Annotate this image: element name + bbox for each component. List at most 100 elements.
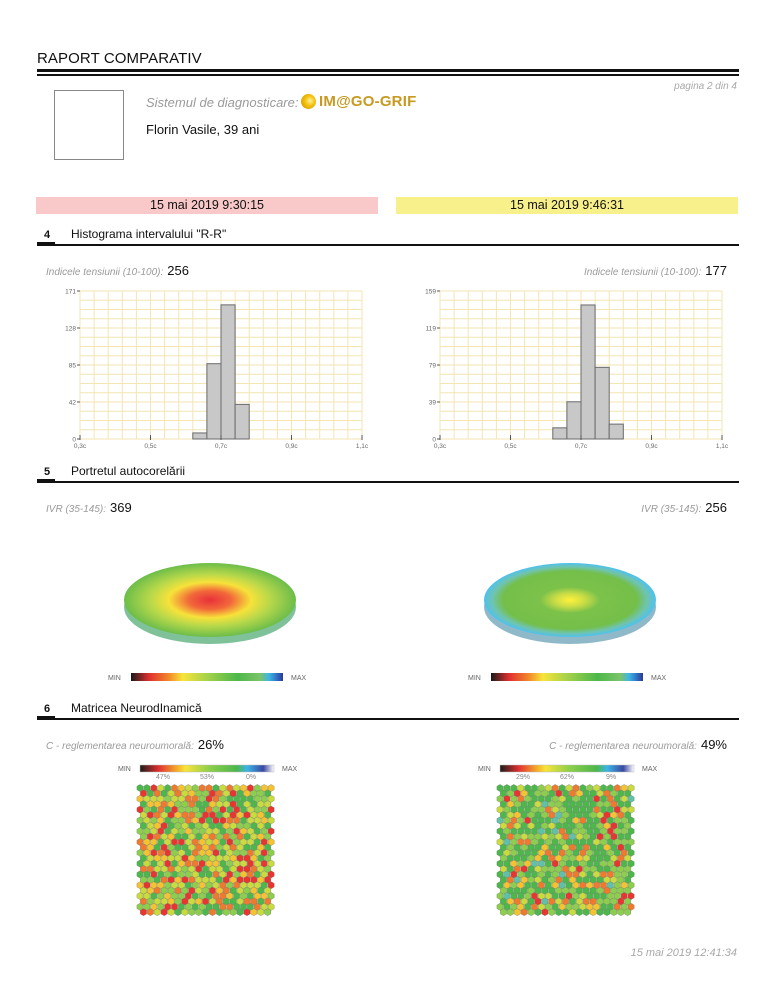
- matrix-cell: [541, 886, 549, 895]
- matrix-cell: [507, 800, 514, 808]
- matrix-cell: [524, 805, 531, 814]
- matrix-cell: [596, 908, 604, 916]
- matrix-cell: [243, 832, 251, 841]
- matrix-cell: [607, 892, 614, 900]
- matrix-cell: [572, 859, 580, 868]
- matrix-cell: [624, 908, 631, 916]
- matrix-cell: [226, 805, 233, 814]
- matrix-cell: [209, 832, 216, 841]
- matrix-cell: [267, 838, 275, 846]
- matrix-cell: [150, 859, 158, 868]
- matrix-cell: [212, 849, 220, 857]
- matrix-cell: [610, 843, 618, 852]
- matrix-cell: [226, 816, 233, 825]
- matrix-cell: [257, 800, 265, 808]
- matrix-cell: [607, 827, 614, 835]
- matrix-cell: [136, 795, 144, 803]
- matrix-cell: [603, 897, 611, 906]
- matrix-cell: [524, 795, 531, 803]
- matrix-cell: [167, 865, 175, 873]
- neuro-colorbar-left: MIN MAX 47% 53% 0%: [118, 764, 298, 781]
- matrix-cell: [243, 908, 251, 916]
- matrix-cell: [593, 795, 600, 803]
- matrix-cell: [264, 843, 271, 852]
- matrix-cell: [534, 822, 542, 830]
- matrix-cell: [582, 843, 590, 852]
- y-tick-label: 119: [426, 326, 437, 333]
- y-tick-label: 79: [429, 363, 437, 370]
- matrix-cell: [520, 876, 528, 884]
- matrix-cell: [627, 859, 635, 868]
- matrix-cell: [507, 854, 514, 862]
- matrix-cell: [541, 876, 549, 884]
- matrix-cell: [254, 816, 261, 825]
- matrix-cell: [185, 784, 192, 792]
- matrix-cell: [531, 870, 538, 879]
- matrix-cell: [624, 886, 631, 895]
- x-tick-label: 0,9c: [645, 443, 658, 450]
- matrix-cell: [562, 886, 569, 895]
- matrix-cell: [257, 811, 265, 819]
- matrix-cell: [593, 881, 600, 889]
- matrix-cell: [143, 859, 151, 868]
- matrix-cell: [185, 827, 192, 835]
- matrix-cell: [624, 897, 631, 906]
- matrix-cell: [267, 805, 275, 814]
- matrix-cell: [233, 892, 240, 900]
- matrix-cell: [500, 908, 507, 916]
- matrix-cell: [174, 811, 182, 819]
- matrix-cell: [185, 870, 192, 879]
- matrix-cell: [174, 886, 182, 895]
- matrix-cell: [607, 859, 614, 868]
- matrix-cell: [600, 870, 607, 879]
- matrix-cell: [503, 795, 511, 803]
- matrix-cell: [610, 908, 618, 916]
- matrix-cell: [140, 886, 147, 895]
- matrix-cell: [229, 822, 237, 830]
- matrix-cell: [243, 876, 251, 884]
- matrix-cell: [150, 903, 158, 911]
- matrix-cell: [174, 876, 182, 884]
- matrix-cell: [589, 897, 597, 906]
- matrix-cell: [610, 832, 618, 841]
- colorbar-min-label: MIN: [118, 766, 131, 773]
- matrix-cell: [191, 784, 199, 792]
- matrix-cell: [579, 816, 587, 825]
- histogram-bar: [566, 401, 582, 440]
- matrix-cell: [520, 865, 528, 873]
- matrix-cell: [188, 854, 196, 862]
- matrix-cell: [219, 870, 227, 879]
- matrix-cell: [267, 784, 275, 792]
- matrix-cell: [164, 892, 171, 900]
- matrix-cell: [147, 789, 154, 798]
- matrix-cell: [555, 811, 562, 819]
- matrix-cell: [534, 843, 542, 852]
- matrix-cell: [565, 859, 573, 868]
- matrix-cell: [593, 870, 600, 879]
- matrix-cell: [267, 903, 275, 911]
- metric-label: IVR (35-145):: [46, 504, 107, 515]
- section-number: 4: [44, 229, 51, 241]
- matrix-cell: [181, 886, 189, 895]
- matrix-cell: [545, 849, 552, 857]
- matrix-cell: [586, 849, 593, 857]
- matrix-cell: [558, 892, 566, 900]
- section-divider: [37, 244, 739, 246]
- matrix-cell: [548, 865, 556, 873]
- matrix-cell: [627, 870, 635, 879]
- matrix-cell: [576, 897, 583, 906]
- matrix-cell: [572, 827, 580, 835]
- matrix-cell: [600, 827, 607, 835]
- matrix-cell: [240, 892, 247, 900]
- matrix-cell: [254, 859, 261, 868]
- matrix-cell: [545, 784, 552, 792]
- matrix-cell: [541, 789, 549, 798]
- matrix-cell: [226, 827, 233, 835]
- matrix-cell: [181, 789, 189, 798]
- matrix-cell: [188, 908, 196, 916]
- matrix-cell: [596, 789, 604, 798]
- matrix-cell: [236, 897, 244, 906]
- matrix-cell: [171, 784, 178, 792]
- matrix-cell: [153, 822, 161, 830]
- matrix-cell: [551, 892, 559, 900]
